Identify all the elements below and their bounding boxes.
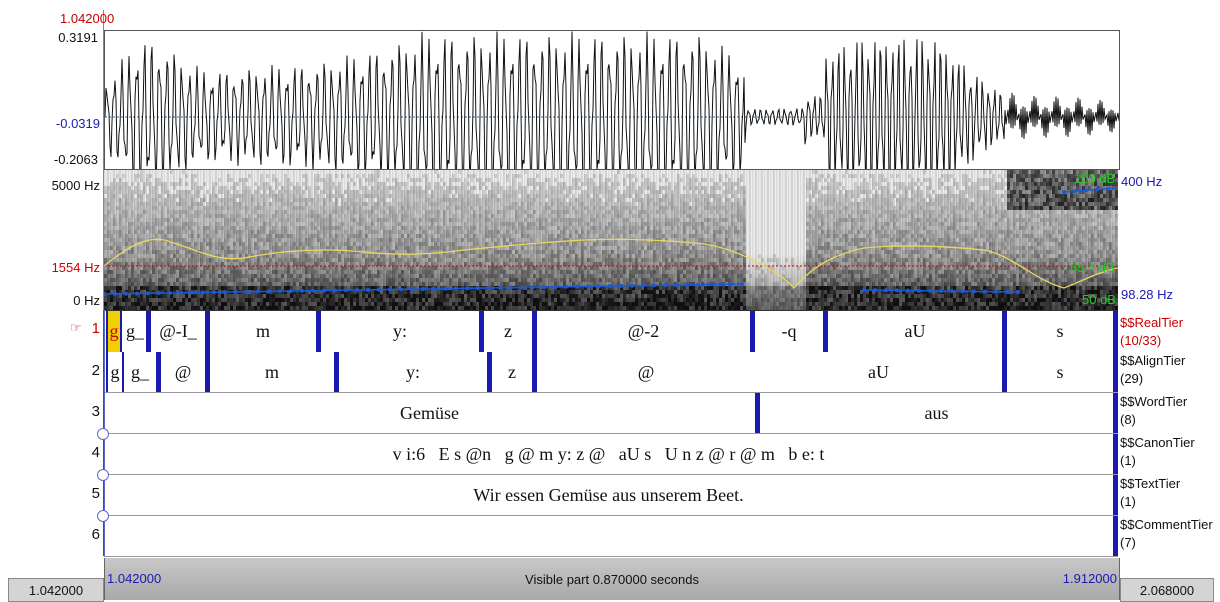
cursor-time-label: 1.042000 <box>60 11 114 26</box>
tier-name-comment[interactable]: $$CommentTier (7) <box>1120 516 1220 552</box>
comment-text[interactable] <box>104 516 1113 556</box>
tier-name-label: $$AlignTier <box>1120 352 1185 370</box>
tier-count-label: (29) <box>1120 370 1185 388</box>
interval-label[interactable]: s <box>1007 311 1113 352</box>
interval-label[interactable]: @-2 <box>537 311 750 352</box>
tier-count-label: (8) <box>1120 411 1187 429</box>
tier-name-text[interactable]: $$TextTier (1) <box>1120 475 1180 511</box>
interval-label[interactable]: s <box>1007 352 1113 392</box>
tier-name-label: $$CanonTier <box>1120 434 1195 452</box>
tier-name-label: $$RealTier <box>1120 314 1183 332</box>
intensity-mid-label: 65.4 dB <box>1070 260 1115 275</box>
tier-count-label: (7) <box>1120 534 1220 552</box>
tier-name-align[interactable]: $$AlignTier (29) <box>1120 352 1185 388</box>
tier-name-label: $$WordTier <box>1120 393 1187 411</box>
tier-name-word[interactable]: $$WordTier (8) <box>1120 393 1187 429</box>
boundary[interactable] <box>1113 475 1118 515</box>
interval-label[interactable]: y: <box>339 352 487 392</box>
spectrogram-panel[interactable] <box>104 170 1118 310</box>
boundary[interactable] <box>1113 516 1118 556</box>
spectrogram-svg <box>104 170 1118 310</box>
total-start-label: 1.042000 <box>29 583 83 598</box>
interval-label[interactable]: aus <box>760 393 1113 433</box>
tier-canon[interactable]: v i:6 E s @n g @ m y: z @ aU s U n z @ r… <box>104 434 1118 475</box>
tier-word[interactable]: Gemüse aus <box>104 393 1118 434</box>
waveform-center-label: -0.0319 <box>56 116 100 131</box>
total-end-box[interactable]: 2.068000 <box>1120 578 1214 602</box>
pitch-bottom-label: 98.28 Hz <box>1121 287 1173 302</box>
total-start-box[interactable]: 1.042000 <box>8 578 104 602</box>
interval-label[interactable]: m <box>210 311 316 352</box>
tier-number-4[interactable]: 4 <box>76 444 100 461</box>
tier-count-label: (1) <box>1120 493 1180 511</box>
waveform-min-label: -0.2063 <box>54 152 98 167</box>
interval-label[interactable]: z <box>492 352 532 392</box>
canon-text[interactable]: v i:6 E s @n g @ m y: z @ aU s U n z @ r… <box>104 434 1113 474</box>
tier-name-label: $$CommentTier <box>1120 516 1220 534</box>
waveform-panel[interactable] <box>104 30 1120 170</box>
interval-label[interactable]: @-I_ <box>151 311 205 352</box>
visible-end-label: 1.912000 <box>1063 571 1117 586</box>
tier-number-5[interactable]: 5 <box>76 485 100 502</box>
freq-top-label: 5000 Hz <box>52 178 100 193</box>
tier-name-real[interactable]: $$RealTier (10/33) <box>1120 314 1183 350</box>
tier-point-marker[interactable] <box>97 469 109 481</box>
tier-name-canon[interactable]: $$CanonTier (1) <box>1120 434 1195 470</box>
interval-label[interactable]: m <box>210 352 334 392</box>
tier-number-2[interactable]: 2 <box>76 362 100 379</box>
waveform-max-label: 0.3191 <box>58 30 98 45</box>
freq-cursor-label: 1554 Hz <box>52 260 100 275</box>
interval-label[interactable]: @ <box>161 352 205 392</box>
interval-label[interactable]: g <box>108 352 122 392</box>
interval-label[interactable]: g <box>108 311 120 352</box>
tier-real[interactable]: g g_ @-I_ m y: z @-2 -q aU s <box>104 310 1118 353</box>
interval-label[interactable]: aU <box>828 311 1002 352</box>
boundary[interactable] <box>1113 311 1118 352</box>
tier-number-3[interactable]: 3 <box>76 403 100 420</box>
tier-number-6[interactable]: 6 <box>76 526 100 543</box>
interval-label[interactable]: g_ <box>124 352 156 392</box>
pitch-top-label: 400 Hz <box>1121 174 1162 189</box>
total-end-label: 2.068000 <box>1140 583 1194 598</box>
tier-name-label: $$TextTier <box>1120 475 1180 493</box>
interval-label[interactable]: y: <box>321 311 479 352</box>
interval-label[interactable]: g_ <box>122 311 148 352</box>
tier-point-marker[interactable] <box>97 510 109 522</box>
tier-align[interactable]: g g_ @ m y: z @ aU s <box>104 352 1118 393</box>
tier-text[interactable]: Wir essen Gemüse aus unserem Beet. <box>104 475 1118 516</box>
waveform-svg <box>105 31 1119 169</box>
intensity-top-label: 100 dB <box>1074 171 1115 186</box>
tier-comment[interactable] <box>104 516 1118 557</box>
waveform-trace <box>105 32 1119 170</box>
visible-part-label: Visible part 0.870000 seconds <box>105 572 1119 587</box>
intensity-bottom-label: 50 dB <box>1082 292 1116 307</box>
boundary[interactable] <box>1113 393 1118 433</box>
sentence-text[interactable]: Wir essen Gemüse aus unserem Beet. <box>104 475 1113 515</box>
tier-count-label: (10/33) <box>1120 332 1183 350</box>
interval-label[interactable]: Gemüse <box>104 393 755 433</box>
interval-label[interactable]: z <box>484 311 532 352</box>
interval-label[interactable]: -q <box>755 311 823 352</box>
tier-number-1[interactable]: 1 <box>76 320 100 337</box>
freq-bottom-label: 0 Hz <box>73 293 100 308</box>
boundary[interactable] <box>1113 434 1118 474</box>
interval-label[interactable]: aU <box>755 352 1002 392</box>
boundary[interactable] <box>1113 352 1118 392</box>
tier-point-marker[interactable] <box>97 428 109 440</box>
tier-count-label: (1) <box>1120 452 1195 470</box>
interval-label[interactable]: @ <box>537 352 755 392</box>
visible-part-bar[interactable]: 1.042000 Visible part 0.870000 seconds 1… <box>104 558 1120 600</box>
